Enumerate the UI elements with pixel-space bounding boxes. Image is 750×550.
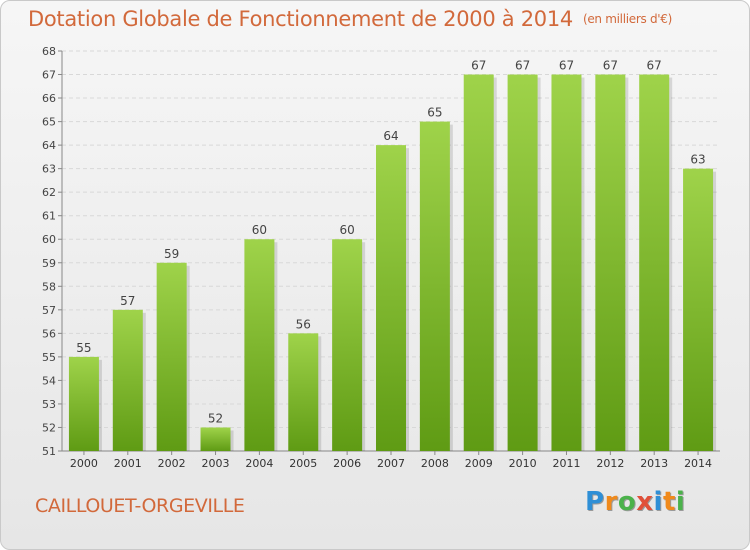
bar (332, 239, 363, 451)
x-tick-label: 2005 (289, 457, 317, 470)
x-tick-label: 2011 (552, 457, 580, 470)
x-tick-label: 2012 (596, 457, 624, 470)
x-tick-label: 2003 (202, 457, 230, 470)
bar (244, 239, 275, 451)
y-tick-label: 52 (42, 421, 56, 434)
bar (551, 74, 582, 451)
bar (639, 74, 670, 451)
proxiti-logo: Proxiti (585, 487, 685, 517)
data-label: 55 (76, 341, 91, 355)
x-tick-label: 2004 (245, 457, 273, 470)
unit-label: (en milliers d'€) (582, 12, 672, 26)
x-tick-label: 2000 (70, 457, 98, 470)
y-tick-label: 59 (42, 257, 56, 270)
bar (595, 74, 626, 451)
x-tick-label: 2002 (158, 457, 186, 470)
x-tick-label: 2009 (465, 457, 493, 470)
data-label: 64 (383, 129, 398, 143)
y-tick-label: 62 (42, 186, 56, 199)
bar (507, 74, 538, 451)
y-tick-label: 67 (42, 69, 56, 82)
title-text: Dotation Globale de Fonctionnement de 20… (28, 7, 573, 31)
y-tick-label: 61 (42, 210, 56, 223)
x-tick-label: 2014 (684, 457, 712, 470)
x-tick-label: 2013 (640, 457, 668, 470)
y-tick-label: 55 (42, 351, 56, 364)
data-label: 59 (164, 247, 179, 261)
y-tick-label: 56 (42, 327, 56, 340)
bar (683, 168, 714, 451)
bar (156, 262, 187, 451)
logo-letter: o (617, 487, 637, 517)
bar (463, 74, 494, 451)
data-label: 67 (647, 59, 662, 73)
data-label: 60 (339, 223, 354, 237)
x-tick-label: 2001 (114, 457, 142, 470)
data-label: 67 (471, 59, 486, 73)
bar (288, 333, 319, 451)
y-tick-label: 54 (42, 374, 56, 387)
commune-name: CAILLOUET-ORGEVILLE (35, 495, 245, 517)
logo-letter: P (585, 487, 605, 517)
x-tick-label: 2010 (509, 457, 537, 470)
logo-letter: i (675, 487, 686, 517)
data-label: 60 (252, 223, 267, 237)
y-tick-label: 68 (42, 45, 56, 58)
logo-letter: r (604, 487, 618, 517)
data-label: 67 (603, 59, 618, 73)
bar (200, 427, 231, 451)
logo-letter: i (653, 487, 663, 517)
logo-letter: t (662, 487, 676, 517)
logo-letter: x (636, 487, 654, 517)
y-tick-label: 51 (42, 445, 56, 458)
y-tick-label: 58 (42, 280, 56, 293)
bar (376, 145, 406, 451)
y-tick-label: 65 (42, 116, 56, 129)
x-tick-label: 2006 (333, 457, 361, 470)
data-label: 63 (690, 153, 705, 167)
y-tick-label: 53 (42, 398, 56, 411)
bar (112, 309, 143, 451)
y-tick-label: 66 (42, 92, 56, 105)
x-tick-label: 2007 (377, 457, 405, 470)
data-label: 65 (427, 106, 442, 120)
chart-title: Dotation Globale de Fonctionnement de 20… (28, 7, 672, 31)
y-tick-label: 63 (42, 163, 56, 176)
data-label: 67 (515, 59, 530, 73)
data-label: 52 (208, 411, 223, 425)
bar (419, 121, 450, 452)
data-label: 67 (559, 59, 574, 73)
y-tick-label: 60 (42, 233, 56, 246)
y-tick-label: 57 (42, 304, 56, 317)
data-label: 56 (296, 317, 311, 331)
data-label: 57 (120, 294, 135, 308)
bar (68, 356, 99, 451)
y-tick-label: 64 (42, 139, 56, 152)
x-tick-label: 2008 (421, 457, 449, 470)
